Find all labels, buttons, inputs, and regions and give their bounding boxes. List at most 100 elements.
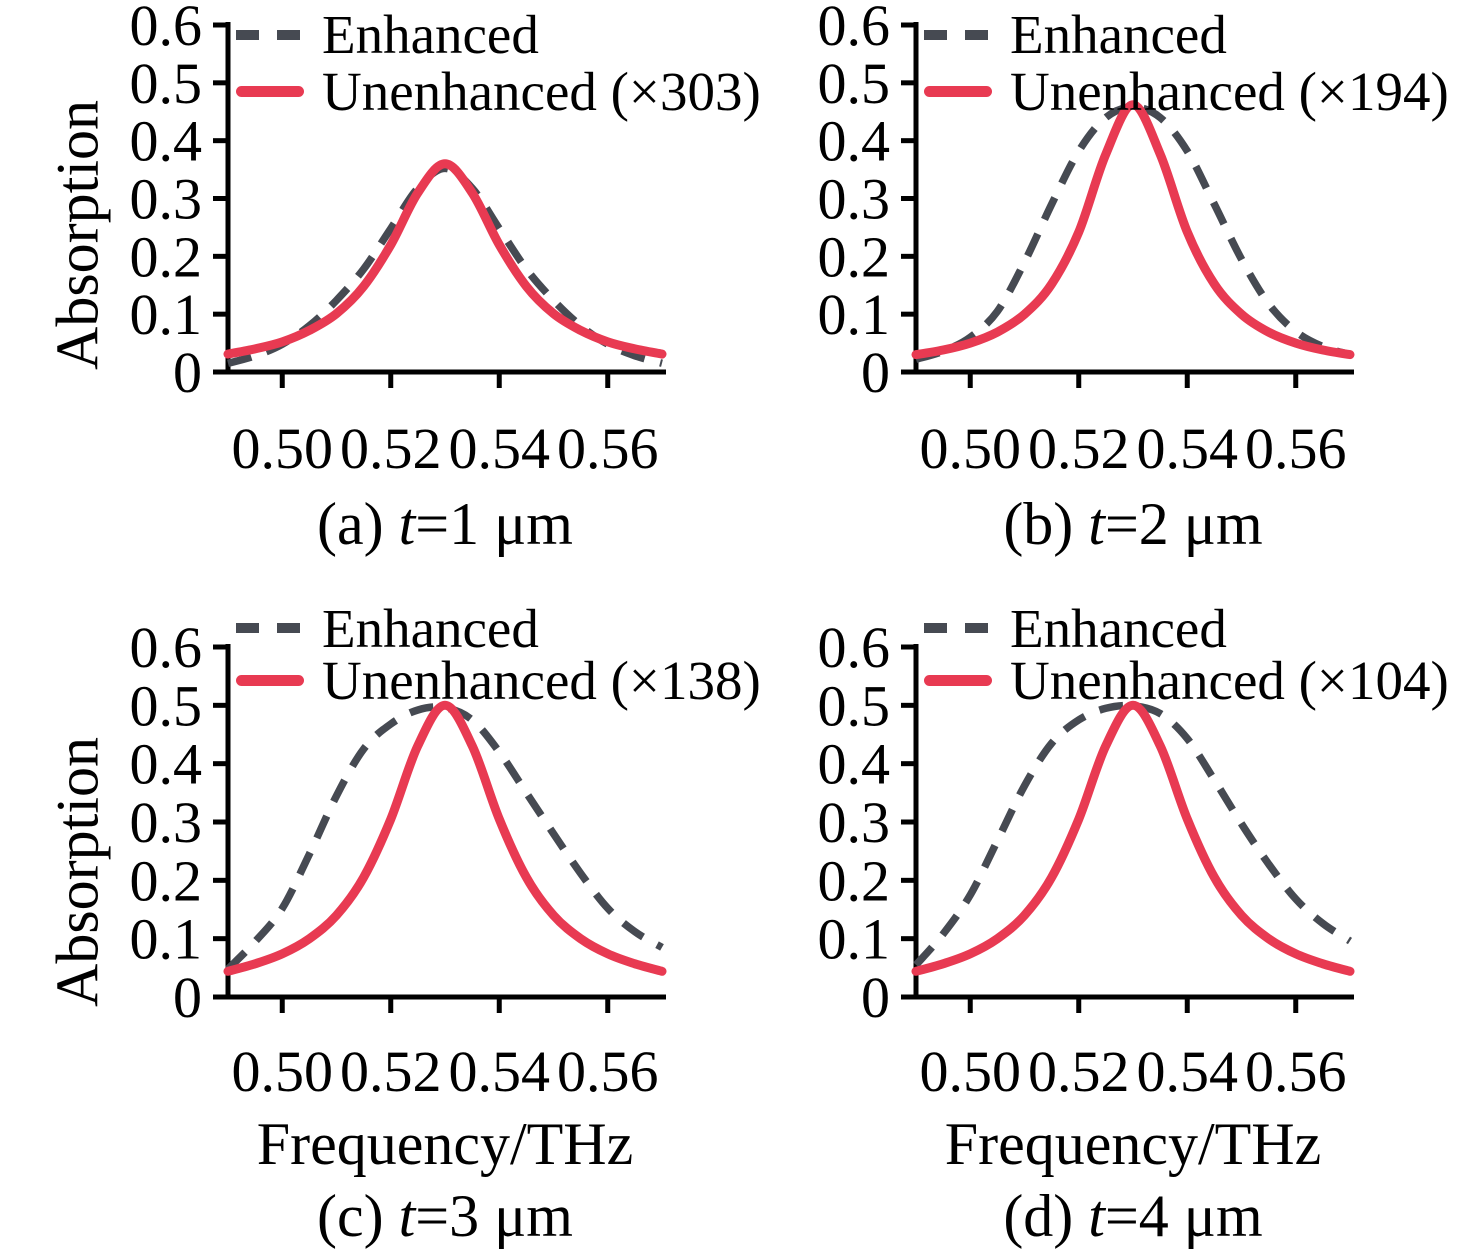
y-tick-label: 0 (861, 340, 890, 405)
y-tick-label: 0.1 (818, 282, 891, 347)
y-tick-label: 0.4 (818, 732, 891, 797)
curve-enhanced (225, 703, 664, 972)
solid-line-sample (924, 674, 992, 686)
caption-prefix: (d) (1003, 1183, 1089, 1249)
caption-suffix: =2 μm (1104, 491, 1263, 557)
caption-prefix: (c) (317, 1183, 399, 1249)
y-tick-label: 0.1 (130, 907, 203, 972)
caption-suffix: =1 μm (415, 491, 573, 557)
y-axis-label: Absorption (44, 100, 111, 370)
panel-caption: (a) t=1 μm (228, 492, 662, 556)
curve-unenhanced (911, 700, 1355, 976)
x-tick-label: 0.56 (557, 416, 659, 481)
caption-variable: t (1088, 491, 1105, 557)
legend-item-unenhanced: Unenhanced (×104) (924, 649, 1449, 711)
curve-unenhanced (911, 100, 1355, 360)
caption-variable: t (398, 491, 416, 557)
y-tick-label: 0.5 (130, 51, 203, 116)
x-axis-label: Frequency/THz (256, 1111, 634, 1177)
legend-label: Enhanced (322, 4, 539, 65)
panel-b: 0 0.1 0.2 0.3 0.4 0.5 0.6 0.50 0.52 0.54 0.56 Enha… (738, 0, 1476, 562)
legend: Enhanced Unenhanced (×104) (924, 597, 1449, 711)
y-tick-label: 0.5 (130, 673, 203, 738)
curve-enhanced (914, 103, 1352, 363)
panel-c: 0 0.1 0.2 0.3 0.4 0.5 0.6 0.50 0.52 0.54 0.56 Abso… (0, 562, 761, 1249)
legend-label: Unenhanced (×104) (1010, 649, 1449, 711)
x-tick-label: 0.54 (1137, 416, 1239, 481)
caption-suffix: =4 μm (1104, 1183, 1263, 1249)
y-tick-label: 0.1 (130, 282, 203, 347)
panel-caption: (b) t=2 μm (916, 492, 1350, 556)
curve-unenhanced (223, 700, 667, 976)
x-tick-label: 0.50 (232, 1039, 334, 1104)
legend-item-unenhanced: Unenhanced (×194) (924, 63, 1449, 120)
chart-b: 00.10.20.30.40.50.6 0.50 0.52 0.54 0.56 (818, 0, 1355, 481)
legend-item-enhanced: Enhanced (924, 597, 1449, 659)
legend-label: Unenhanced (×194) (1010, 61, 1449, 122)
y-tick-label: 0.4 (818, 109, 891, 174)
x-tick-label: 0.54 (1137, 1039, 1239, 1104)
legend-label: Enhanced (322, 597, 539, 659)
solid-line-sample (236, 86, 304, 97)
x-axis-label: Frequency/THz (944, 1111, 1322, 1177)
legend-item-enhanced: Enhanced (924, 6, 1449, 63)
y-tick-label: 0.2 (130, 848, 203, 913)
curve-unenhanced (223, 159, 667, 359)
y-tick-label: 0.5 (818, 673, 891, 738)
curve-enhanced (913, 701, 1353, 968)
y-tick-label: 0.6 (130, 615, 203, 680)
caption-variable: t (1088, 1183, 1105, 1249)
x-tick-label: 0.50 (920, 1039, 1022, 1104)
solid-line-sample (924, 86, 992, 97)
panel-a: 0 0.1 0.2 0.3 0.4 0.5 0.6 0.50 0.52 0.54 0.56 Abso… (0, 0, 761, 562)
y-tick-label: 0 (173, 340, 202, 405)
y-tick-label: 0.4 (130, 732, 203, 797)
legend-item-enhanced: Enhanced (236, 597, 761, 659)
y-tick-label: 0.2 (130, 224, 203, 289)
y-tick-label: 0.6 (818, 0, 891, 58)
y-tick-label: 0.3 (130, 167, 203, 232)
legend-item-unenhanced: Unenhanced (×138) (236, 653, 761, 708)
x-tick-label: 0.52 (340, 1039, 442, 1104)
dashed-line-sample (924, 623, 992, 633)
x-tick-label: 0.52 (1028, 416, 1130, 481)
y-tick-label: 0.4 (130, 109, 203, 174)
chart-a: 00.10.20.30.40.50.6 0.50 0.52 0.54 0.56 (130, 0, 667, 481)
y-tick-label: 0.1 (818, 907, 891, 972)
panel-caption: (c) t=3 μm (228, 1184, 662, 1248)
legend-item-enhanced: Enhanced (236, 6, 761, 63)
dashed-line-sample (236, 29, 304, 40)
chart-c: 00.10.20.30.40.50.6 0.50 0.52 0.54 0.56 (130, 615, 667, 1104)
x-tick-label: 0.54 (449, 416, 551, 481)
y-tick-label: 0 (861, 965, 890, 1030)
legend: Enhanced Unenhanced (×303) (236, 6, 761, 120)
caption-suffix: =3 μm (415, 1183, 573, 1249)
legend-label: Unenhanced (×303) (322, 61, 761, 122)
x-tick-label: 0.54 (449, 1039, 551, 1104)
panel-d: 0 0.1 0.2 0.3 0.4 0.5 0.6 0.50 0.52 0.54 0.56 Enha… (738, 562, 1476, 1249)
legend: Enhanced Unenhanced (×194) (924, 6, 1449, 120)
y-tick-label: 0.2 (818, 848, 891, 913)
x-tick-label: 0.52 (340, 416, 442, 481)
caption-prefix: (a) (317, 491, 399, 557)
x-tick-label: 0.56 (1245, 1039, 1347, 1104)
x-tick-label: 0.56 (1245, 416, 1347, 481)
caption-prefix: (b) (1003, 491, 1089, 557)
y-tick-label: 0.6 (818, 615, 891, 680)
y-tick-label: 0.3 (818, 790, 891, 855)
panel-caption: (d) t=4 μm (916, 1184, 1350, 1248)
y-tick-label: 0.3 (818, 167, 891, 232)
x-tick-label: 0.50 (232, 416, 334, 481)
dashed-line-sample (924, 29, 992, 40)
y-tick-label: 0 (173, 965, 202, 1030)
y-tick-label: 0.5 (818, 51, 891, 116)
solid-line-sample (236, 674, 304, 686)
x-tick-label: 0.56 (557, 1039, 659, 1104)
dashed-line-sample (236, 623, 304, 633)
x-tick-label: 0.52 (1028, 1039, 1130, 1104)
chart-d: 00.10.20.30.40.50.6 0.50 0.52 0.54 0.56 (818, 615, 1355, 1104)
legend-label: Enhanced (1010, 597, 1227, 659)
caption-variable: t (398, 1183, 416, 1249)
legend-label: Enhanced (1010, 4, 1227, 65)
